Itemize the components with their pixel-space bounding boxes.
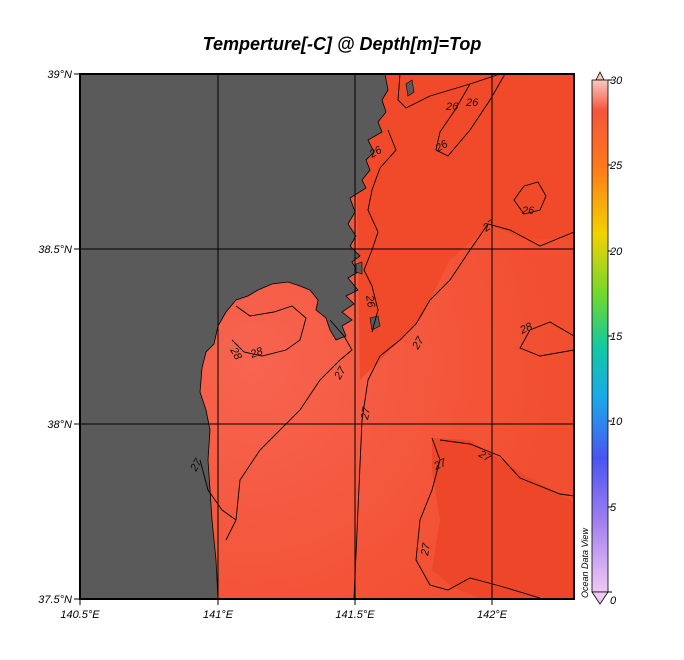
lon-label: 142°E bbox=[477, 609, 508, 621]
colorbar-tick-label: 15 bbox=[610, 331, 623, 343]
contour-label: 26 bbox=[363, 293, 377, 309]
lon-label: 141°E bbox=[203, 609, 234, 621]
frame-ticks bbox=[74, 73, 493, 605]
contour-lines bbox=[199, 74, 574, 599]
contour-label: 27 bbox=[431, 456, 449, 473]
contour-label: 26 bbox=[521, 205, 535, 217]
contour-label: 28 bbox=[517, 320, 535, 337]
graticule bbox=[80, 74, 574, 599]
cool-water-zone bbox=[355, 74, 574, 380]
land-mass bbox=[80, 74, 389, 599]
colorbar-bottom-arrow bbox=[591, 591, 609, 605]
cool-water-zone-south bbox=[432, 438, 574, 599]
colorbar-tick-label: 20 bbox=[609, 246, 623, 258]
contour-label: 28 bbox=[248, 345, 265, 361]
watermark: Ocean Data View bbox=[580, 528, 590, 598]
lon-label: 140.5°E bbox=[60, 609, 100, 621]
colorbar-tick-label: 30 bbox=[610, 75, 623, 87]
lon-label: 141.5°E bbox=[335, 609, 375, 621]
colorbar-tick-label: 25 bbox=[609, 160, 623, 172]
colorbar-tick-label: 5 bbox=[610, 502, 617, 514]
island bbox=[369, 315, 381, 331]
colorbar-tick-label: 10 bbox=[610, 416, 623, 428]
island bbox=[405, 79, 415, 97]
contour-label: 27 bbox=[359, 406, 373, 422]
lat-label: 38.5°N bbox=[38, 244, 72, 256]
colorbar: 30 25 20 15 10 5 0 bbox=[591, 71, 623, 607]
lat-label: 38°N bbox=[47, 419, 72, 431]
map-title: Temperture[-C] @ Depth[m]=Top bbox=[202, 34, 482, 54]
lat-label: 39°N bbox=[47, 69, 72, 81]
contour-label: 26 bbox=[445, 101, 459, 113]
contour-label: 27 bbox=[419, 542, 433, 558]
island bbox=[355, 261, 363, 275]
contour-label: 26 bbox=[465, 97, 479, 109]
map-frame bbox=[79, 73, 575, 600]
colorbar-tick-label: 0 bbox=[610, 595, 617, 607]
lat-label: 37.5°N bbox=[38, 594, 72, 606]
colorbar-scale bbox=[591, 79, 609, 593]
colorbar-top-arrow bbox=[595, 71, 605, 81]
